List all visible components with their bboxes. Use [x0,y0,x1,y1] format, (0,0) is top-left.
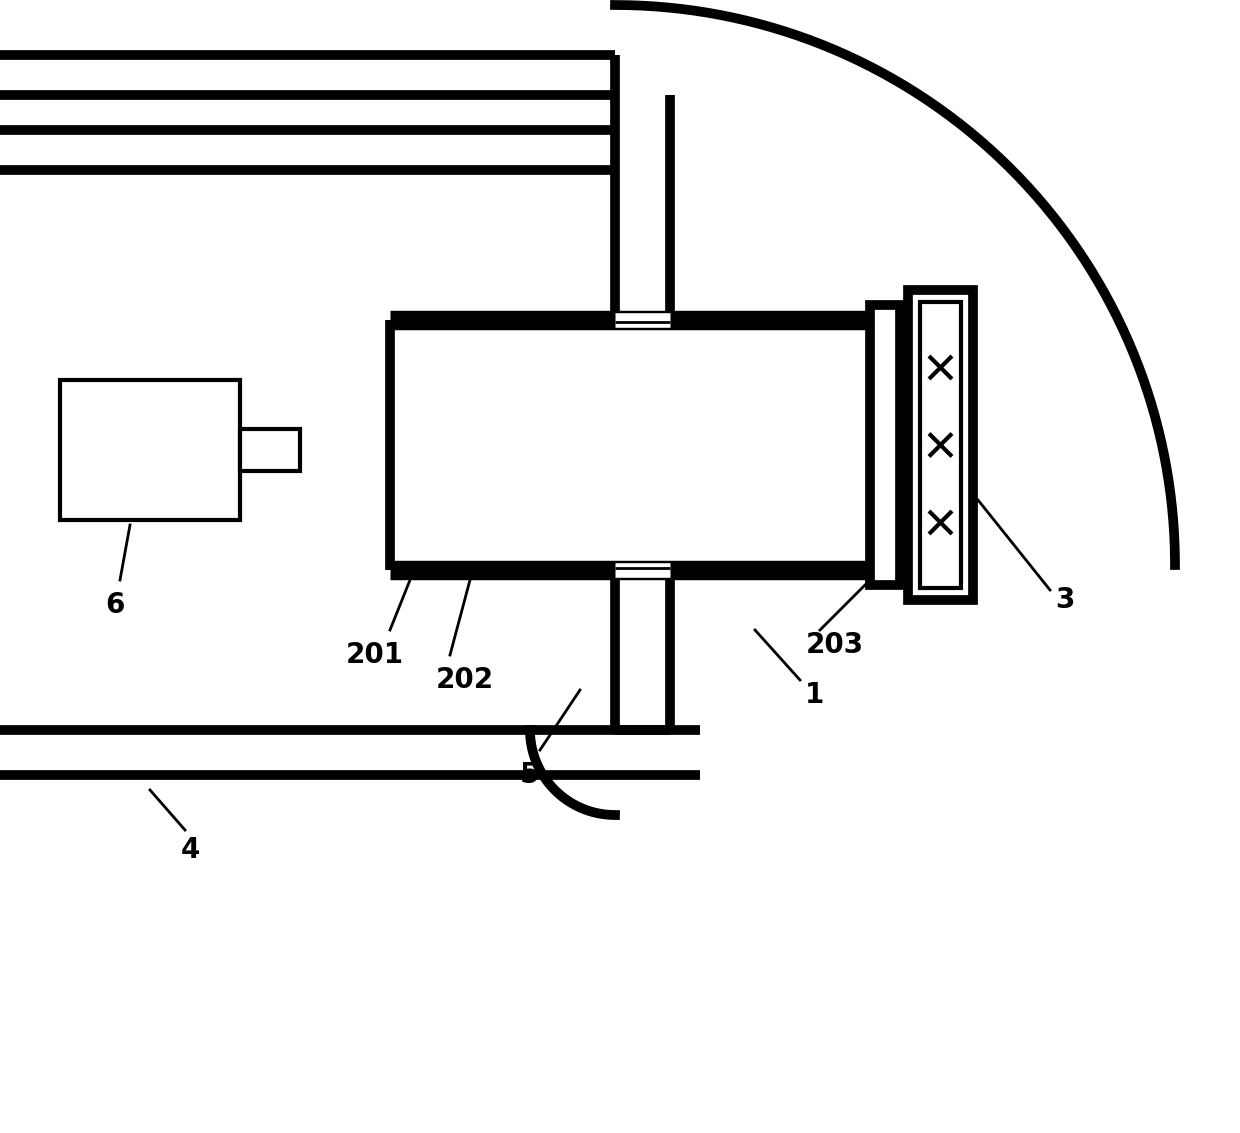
Text: 5: 5 [521,761,539,789]
Bar [920,303,961,588]
Bar [391,320,870,570]
Bar [908,290,973,600]
Bar [241,429,300,471]
Text: 201: 201 [346,641,404,668]
Bar [60,380,241,520]
Text: 6: 6 [105,591,125,619]
Text: 203: 203 [806,631,864,659]
Bar [870,305,900,585]
Text: 4: 4 [180,836,200,864]
Text: 3: 3 [1055,586,1075,614]
Text: 202: 202 [436,666,494,695]
Text: 1: 1 [805,681,825,709]
